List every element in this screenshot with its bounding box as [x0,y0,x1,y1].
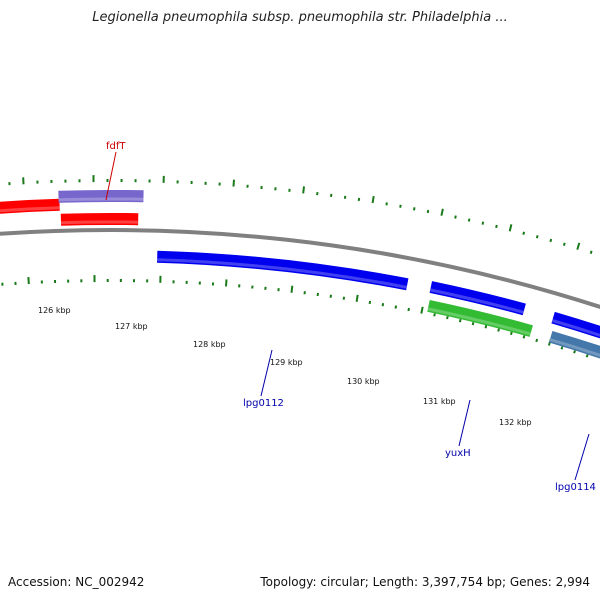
minor-tick [413,207,416,211]
major-tick [420,306,424,314]
scale-label: 132 kbp [499,418,532,427]
scale-label: 130 kbp [347,377,380,386]
gene-yuxH-highlight [427,307,531,336]
minor-tick [458,318,462,323]
scale-labels: 126 kbp 127 kbp 128 kbp 129 kbp 130 kbp 131 k… [38,306,532,427]
minor-tick [585,354,589,358]
minor-tick [497,328,500,332]
minor-tick [433,313,436,317]
minor-tick [357,197,361,202]
scale-label: 127 kbp [115,322,148,331]
minor-tick [467,218,471,222]
genome-backbone [0,228,600,310]
minor-tick [399,204,402,208]
major-tick [232,179,235,187]
gene-arrow-blue-2[interactable] [429,281,526,316]
minor-tick [407,307,410,312]
gene-label[interactable]: yuxH [445,448,471,459]
minor-tick [495,224,498,229]
gene-lpg0112[interactable] [157,250,409,291]
gene-lpg0114-highlight [549,338,600,357]
gene-arrow-red-2-highlight [60,220,139,225]
major-tick [355,294,359,302]
gene-arrow-red-1-highlight [0,206,60,213]
scale-label: 129 kbp [270,358,303,367]
minor-tick [549,238,553,243]
gene-arrow-blue-3-highlight [551,319,600,337]
gene-lpg0112-highlight [157,258,407,289]
gene-labels: fdfT lpg0112 yuxH lpg0114 [105,141,596,493]
inner-tick-ring [1,275,589,358]
minor-tick [510,331,513,336]
major-tick [302,186,305,194]
map-title: Legionella pneumophila subsp. pneumophil… [92,10,508,25]
major-tick [576,242,581,250]
minor-tick [385,202,388,206]
minor-tick [560,346,564,350]
leader-line [105,151,117,201]
minor-tick [381,303,385,307]
leader-line [574,433,590,481]
gene-label[interactable]: fdfT [106,141,126,152]
gene-arrow-blue-3[interactable] [551,311,600,339]
minor-tick [454,215,457,219]
minor-tick [471,321,475,326]
outer-tick-ring [8,175,593,254]
gene-arrow-red-2[interactable] [60,212,139,226]
major-tick [440,208,444,216]
minor-tick [535,235,539,239]
leader-line [260,349,273,397]
gene-yuxH[interactable] [427,300,533,337]
leader-line [458,399,471,447]
minor-tick [522,335,526,339]
minor-tick [426,209,430,214]
minor-tick [522,231,526,235]
major-tick [225,279,228,287]
gene-lpg0114[interactable] [549,330,600,359]
major-tick [371,195,375,204]
minor-tick [394,305,398,309]
gene-fdfT[interactable] [58,189,144,203]
gene-label[interactable]: lpg0112 [243,398,284,409]
accession-label: Accession: NC_002942 [8,575,145,589]
minor-tick [368,300,372,305]
gene-arrow-blue-2-highlight [429,288,524,314]
gene-arrow-red-1[interactable] [0,198,60,214]
minor-tick [481,221,485,225]
minor-tick [589,250,593,254]
scale-label: 126 kbp [38,306,71,315]
major-tick [290,285,294,293]
scale-label: 128 kbp [193,340,226,349]
scale-label: 131 kbp [423,397,456,406]
minor-tick [446,315,449,320]
minor-tick [573,350,576,354]
major-tick [508,224,513,232]
gene-label[interactable]: lpg0114 [555,482,596,493]
minor-tick [535,338,539,343]
minor-tick [562,242,566,246]
gene-features [0,189,600,359]
gene-fdfT-highlight [58,197,144,202]
genome-summary: Topology: circular; Length: 3,397,754 bp… [260,575,590,589]
minor-tick [342,296,346,300]
